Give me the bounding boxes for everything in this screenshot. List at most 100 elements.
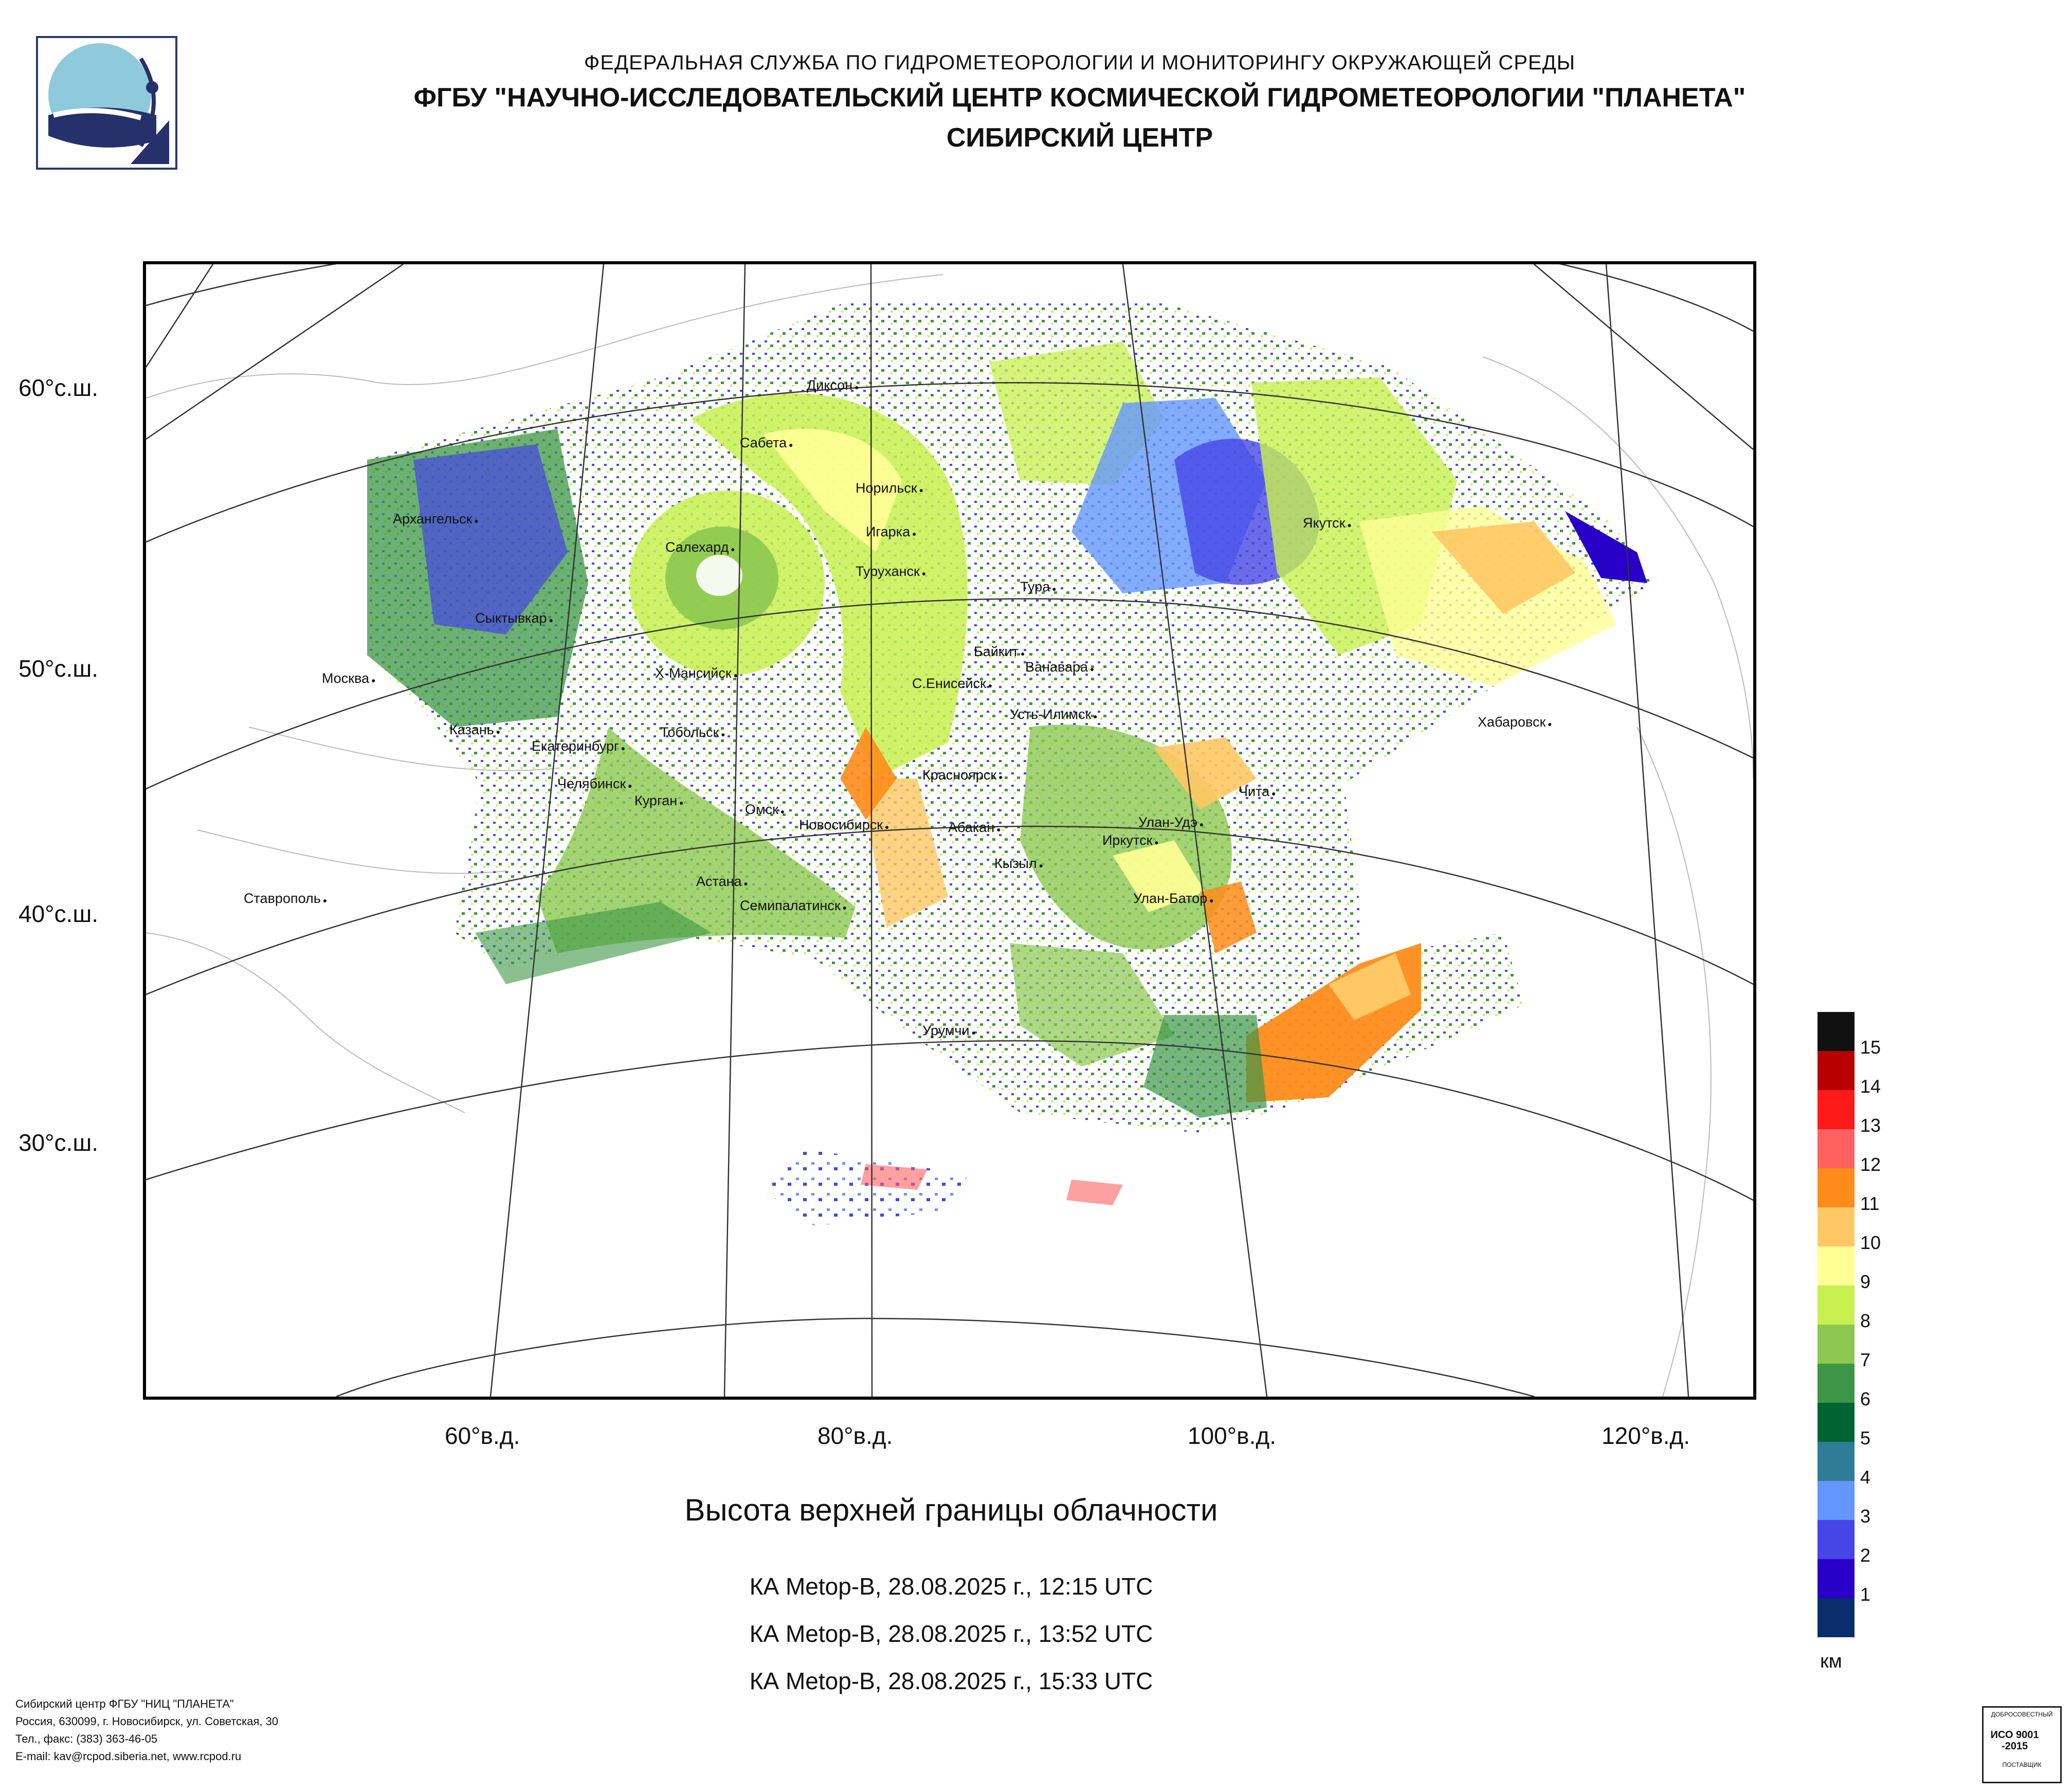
legend-swatch [1817, 1246, 1855, 1286]
city-label: Тобольск ● [660, 725, 725, 740]
city-label: Ванавара ● [1025, 659, 1095, 675]
city-dot: ● [1546, 720, 1552, 728]
city-dot: ● [729, 545, 735, 553]
city-dot: ● [1050, 585, 1057, 593]
city-label: С.Енисейск ● [912, 676, 993, 691]
height-legend [1817, 1012, 1855, 1637]
city-dot: ● [910, 530, 917, 538]
city-label: Урумчи ● [922, 1023, 976, 1038]
city-label: Туруханск ● [856, 564, 926, 579]
city-dot: ● [677, 799, 684, 807]
legend-level: 9 [1860, 1271, 1871, 1292]
city-dot: ● [369, 676, 376, 684]
city-dot: ● [320, 896, 328, 904]
legend-level: 8 [1860, 1310, 1871, 1331]
satellite-pass: КА Metop-B, 28.08.2025 г., 15:33 UTC [749, 1668, 1153, 1694]
header-center: СИБИРСКИЙ ЦЕНТР [946, 123, 1213, 153]
city-label: Курган ● [634, 793, 684, 808]
city-label: Абакан ● [948, 820, 1001, 835]
city-dot: ● [1345, 521, 1352, 529]
city-dot: ● [969, 1028, 976, 1037]
city-label: Семипалатинск ● [740, 898, 847, 913]
city-label: Красноярск ● [922, 767, 1003, 783]
footer-contacts: Сибирский центр ФГБУ "НИЦ "ПЛАНЕТА" Росс… [15, 1695, 278, 1765]
city-dot: ● [994, 825, 1001, 834]
satellite-pass: КА Metop-B, 28.08.2025 г., 13:52 UTC [749, 1620, 1153, 1647]
lat-label: 40°с.ш. [19, 900, 99, 927]
city-label: Игарка ● [866, 524, 917, 539]
legend-swatch [1817, 1168, 1855, 1207]
legend-level: 4 [1860, 1467, 1871, 1488]
graticule [146, 264, 1753, 1397]
city-label: Екатеринбург ● [532, 738, 626, 754]
lat-label: 30°с.ш. [19, 1129, 99, 1156]
legend-level: 3 [1860, 1506, 1871, 1527]
city-dot: ● [547, 616, 553, 624]
legend-swatch [1817, 1325, 1855, 1364]
city-dot: ● [1091, 712, 1098, 720]
city-label: Новосибирск ● [799, 817, 889, 833]
city-dot: ● [1197, 820, 1204, 828]
coastlines [146, 274, 1753, 1397]
city-label: Сабета ● [740, 435, 793, 450]
legend-swatch [1817, 1598, 1855, 1637]
city-dot: ● [1152, 838, 1159, 846]
city-dot: ● [1207, 896, 1214, 904]
map-title: Высота верхней границы облачности [684, 1493, 1218, 1527]
city-label: Казань ● [449, 722, 501, 737]
footer-phone: Тел., факс: (383) 363-46-05 [15, 1732, 158, 1745]
city-dot: ● [731, 671, 738, 679]
map-canvas [146, 264, 1753, 1397]
city-dot: ● [840, 903, 847, 912]
city-label: Диксон ● [807, 377, 859, 393]
planeta-logo [36, 36, 177, 170]
iso-badge-bottom: ПОСТАВЩИК [2002, 1761, 2042, 1768]
legend-level: 1 [1860, 1584, 1871, 1605]
legend-swatch [1817, 1207, 1855, 1246]
city-label: Ставрополь ● [244, 891, 328, 906]
legend-level: 10 [1860, 1232, 1881, 1253]
city-label: Москва ● [322, 671, 376, 686]
city-dot: ● [883, 823, 889, 831]
footer-email: E-mail: kav@rcpod.siberia.net, www.rcpod… [15, 1750, 242, 1763]
footer-address: Россия, 630099, г. Новосибирск, ул. Сове… [15, 1715, 279, 1728]
city-dot: ● [919, 569, 926, 577]
city-label: Чита ● [1239, 784, 1276, 799]
city-label: Омск ● [745, 802, 785, 817]
lat-label: 60°с.ш. [19, 374, 99, 401]
city-dot: ● [986, 681, 993, 690]
city-dot: ● [472, 517, 479, 525]
iso-badge-top: ДОБРОСОВЕСТНЫЙ [1991, 1711, 2053, 1718]
city-label: Астана ● [696, 874, 748, 889]
legend-level: 13 [1860, 1115, 1881, 1136]
city-dot: ● [741, 879, 748, 888]
lon-label: 120°в.д. [1602, 1422, 1690, 1449]
legend-swatch [1817, 1129, 1855, 1168]
lon-label: 60°в.д. [445, 1422, 520, 1449]
city-dot: ● [626, 782, 632, 790]
city-label: Байкит ● [974, 644, 1025, 659]
legend-level: 5 [1860, 1427, 1871, 1449]
city-dot: ● [1037, 861, 1044, 870]
city-dot: ● [778, 807, 785, 816]
city-dot: ● [917, 486, 924, 494]
city-dot: ● [494, 728, 501, 736]
footer-org: Сибирский центр ФГБУ "НИЦ "ПЛАНЕТА" [15, 1697, 234, 1710]
iso-badge: ДОБРОСОВЕСТНЫЙ ИСО 9001 -2015 ПОСТАВЩИК [1982, 1706, 2062, 1783]
city-label: Тура ● [1020, 579, 1057, 594]
city-dot: ● [1019, 649, 1025, 658]
legend-unit: км [1820, 1651, 1842, 1672]
legend-swatch [1817, 1051, 1855, 1090]
cloud-field [367, 300, 1652, 1226]
city-dot: ● [1088, 665, 1095, 673]
legend-swatch [1817, 1481, 1855, 1520]
legend-level: 11 [1860, 1193, 1880, 1214]
lon-label: 100°в.д. [1188, 1422, 1276, 1449]
city-label: Улан-Батор ● [1133, 891, 1214, 906]
header-agency: ФЕДЕРАЛЬНАЯ СЛУЖБА ПО ГИДРОМЕТЕОРОЛОГИИ … [584, 51, 1576, 74]
legend-level: 7 [1860, 1349, 1871, 1370]
legend-swatch [1817, 1559, 1855, 1598]
legend-level: 15 [1860, 1037, 1881, 1058]
city-label: Челябинск ● [557, 776, 632, 791]
legend-level: 12 [1860, 1154, 1881, 1175]
